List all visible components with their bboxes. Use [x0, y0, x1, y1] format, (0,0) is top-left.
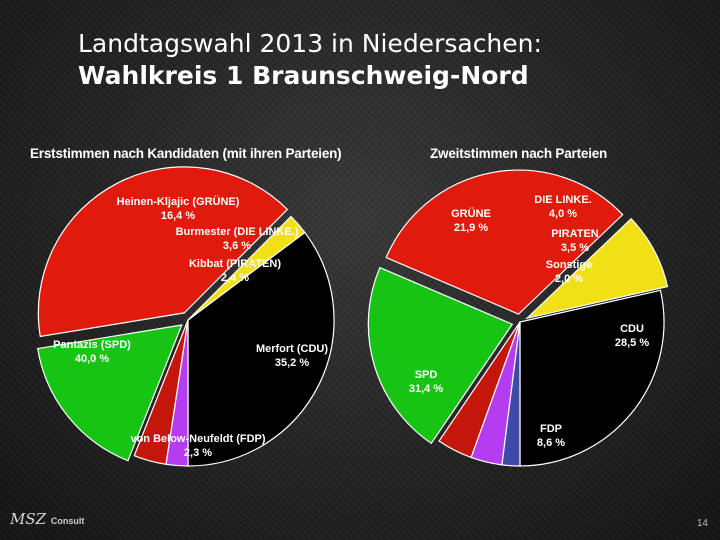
slice-label-value: 2,4 % [221, 272, 249, 284]
pie-slice-fdp [525, 217, 669, 320]
slice-label-name: Pantazis (SPD) [53, 339, 131, 351]
msz-consult-logo: MSZ Consult [10, 510, 84, 528]
slice-label-value: 4,0 % [549, 208, 577, 220]
slice-label-value: 28,5 % [615, 337, 649, 349]
pie-zweitstimmen [367, 169, 669, 467]
slice-label: CDU 28,5 % [615, 323, 649, 349]
pie-erststimmen [36, 166, 335, 467]
slice-label: Kibbat (PIRATEN) 2,4 % [189, 258, 281, 284]
slice-label-value: 2,0 % [555, 273, 583, 285]
slice-label-name: FDP [540, 423, 562, 435]
slice-label-value: 31,4 % [409, 383, 443, 395]
slice-label: SPD 31,4 % [409, 369, 443, 395]
title-line-2: Wahlkreis 1 Braunschweig-Nord [78, 61, 529, 90]
chart-title-erststimmen: Erststimmen nach Kandidaten (mit ihren P… [30, 146, 342, 161]
slice-label-name: SPD [415, 369, 438, 381]
pie-slice-merfort-cdu [187, 231, 335, 467]
slice-label-name: Merfort (CDU) [256, 343, 328, 355]
page-number: 14 [696, 518, 708, 529]
slice-label-name: CDU [620, 323, 644, 335]
chart-title-zweitstimmen: Zweitstimmen nach Parteien [430, 146, 608, 161]
slide-title: Landtagswahl 2013 in Niedersachen: Wahlk… [78, 28, 542, 92]
slice-label-value: 2,3 % [184, 447, 212, 459]
title-line-1: Landtagswahl 2013 in Niedersachen: [78, 29, 542, 58]
logo-suffix: Consult [50, 516, 85, 526]
pie-slice-von-below-neufeldt-fdp [187, 215, 306, 321]
logo-text: MSZ [10, 510, 47, 528]
slice-label: Heinen-Kljajic (GRÜNE) 16,4 % [117, 195, 240, 222]
pie-slice-cdu [519, 289, 665, 467]
slice-label-name: Burmester (DIE LINKE.) [176, 226, 299, 238]
pie-slice-grüne [367, 266, 514, 445]
pie-slice-spd [385, 169, 624, 315]
slice-label: von Below-Neufeldt (FDP) 2,3 % [130, 433, 265, 459]
slice-label: GRÜNE 21,9 % [451, 207, 491, 234]
slice-label-name: von Below-Neufeldt (FDP) [130, 433, 265, 445]
slice-label: Merfort (CDU) 35,2 % [256, 343, 328, 369]
slice-label: Sonstige 2,0 % [546, 259, 592, 285]
slice-label-name: Kibbat (PIRATEN) [189, 258, 281, 270]
slice-label-name: PIRATEN [551, 228, 599, 240]
slice-label: Pantazis (SPD) 40,0 % [53, 339, 131, 365]
slice-label-value: 16,4 % [161, 210, 195, 222]
slice-label-name: DIE LINKE. [534, 194, 591, 206]
slice-label-value: 3,5 % [561, 242, 589, 254]
slice-label-value: 3,6 % [223, 240, 251, 252]
slice-label-value: 8,6 % [537, 437, 565, 449]
slice-label-name: Heinen-Kljajic (GRÜNE) [117, 195, 240, 208]
slice-label-name: GRÜNE [451, 207, 491, 220]
pie-slice-sonstige [501, 321, 521, 467]
pie-slice-kibbat-piraten [165, 319, 189, 467]
slice-label-value: 40,0 % [75, 353, 109, 365]
slice-label: FDP 8,6 % [537, 423, 565, 449]
slice-label-name: Sonstige [546, 259, 592, 271]
slice-label: Burmester (DIE LINKE.) 3,6 % [176, 226, 299, 252]
slice-label: DIE LINKE. 4,0 % [534, 194, 591, 220]
slice-label-value: 35,2 % [275, 357, 309, 369]
slice-label-value: 21,9 % [454, 222, 488, 234]
slice-label: PIRATEN 3,5 % [551, 228, 599, 254]
pie-slice-heinen-kljajic-grüne [36, 324, 183, 462]
pie-slice-pantazis-spd [37, 166, 289, 338]
